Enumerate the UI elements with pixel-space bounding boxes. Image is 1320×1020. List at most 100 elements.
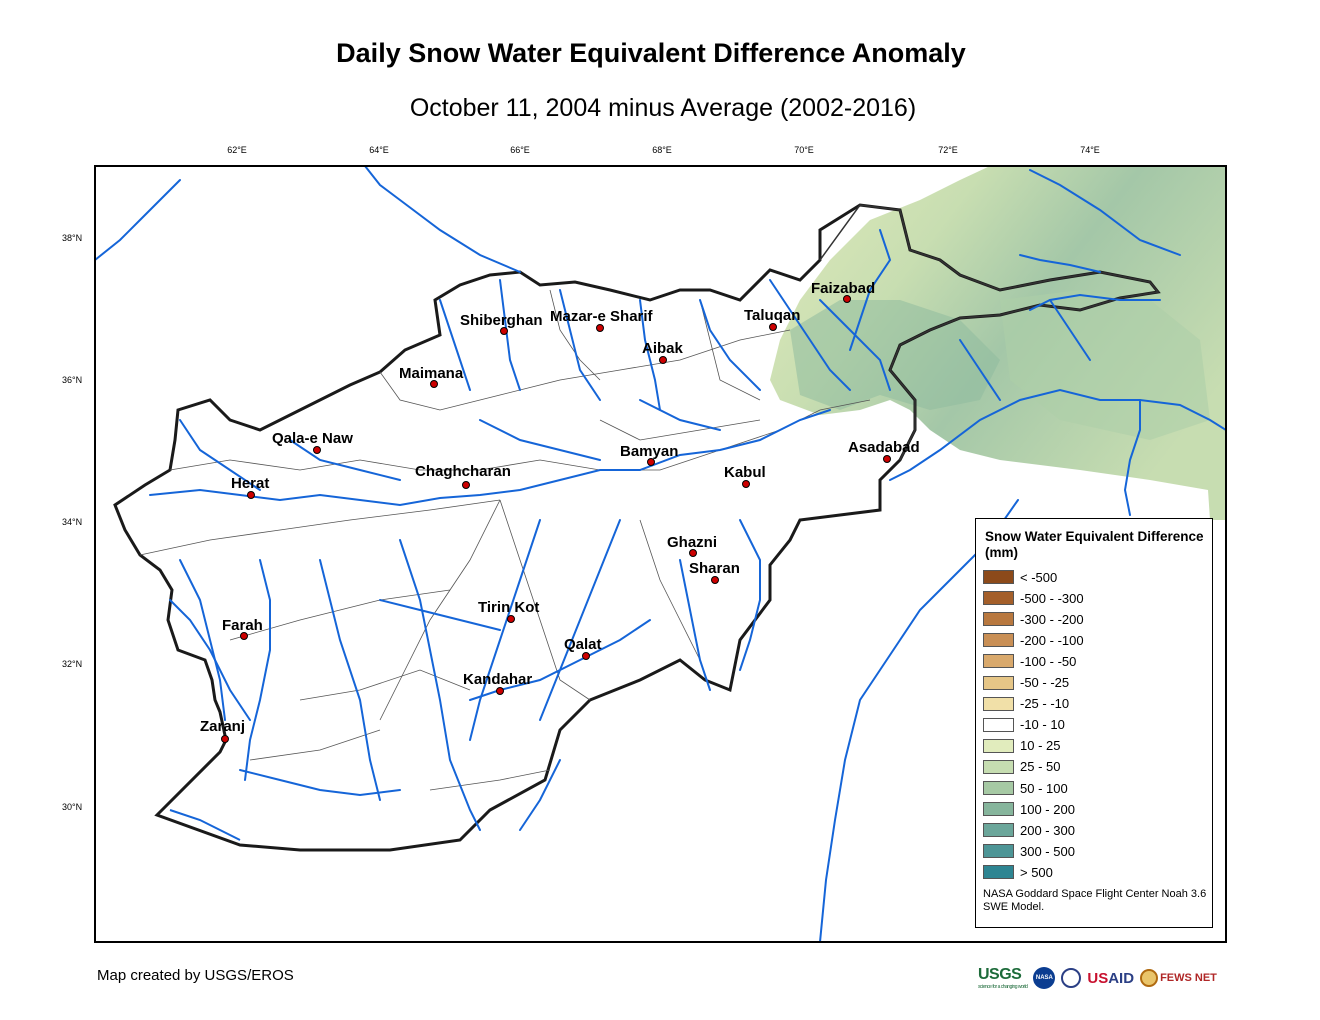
city-shiberghan: Shiberghan bbox=[460, 312, 543, 335]
legend-swatch bbox=[983, 802, 1014, 817]
legend-swatch bbox=[983, 654, 1014, 669]
legend-item: < -500 bbox=[983, 569, 1057, 585]
svg-text:Qalat: Qalat bbox=[564, 636, 602, 653]
city-markers: Faizabad Taluqan Shiberghan Mazar-e Shar… bbox=[200, 280, 920, 743]
country-boundary-ne bbox=[819, 204, 1160, 461]
lat-tick-label: 30°N bbox=[62, 802, 83, 812]
legend-item: 25 - 50 bbox=[983, 759, 1060, 775]
usaid-logo: USAID bbox=[1087, 969, 1135, 987]
map-credit: Map created by USGS/EROS bbox=[97, 967, 294, 984]
legend-label: -200 - -100 bbox=[1020, 632, 1084, 648]
partner-logos: USGS science for a changing world NASA U… bbox=[978, 963, 1228, 993]
legend-swatch bbox=[983, 570, 1014, 584]
city-farah: Farah bbox=[222, 617, 263, 640]
legend-label: 10 - 25 bbox=[1020, 738, 1061, 754]
usgs-logo: USGS science for a changing world bbox=[978, 966, 1028, 990]
lon-tick-label: 72°E bbox=[938, 145, 958, 155]
svg-text:Herat: Herat bbox=[231, 475, 269, 492]
legend-label: 100 - 200 bbox=[1020, 801, 1075, 817]
svg-text:Zaranj: Zaranj bbox=[200, 718, 245, 735]
svg-text:Ghazni: Ghazni bbox=[667, 534, 717, 551]
legend-swatch bbox=[983, 717, 1014, 732]
city-qalat: Qalat bbox=[564, 636, 602, 660]
legend-swatch bbox=[983, 823, 1014, 838]
city-qala-e-naw: Qala-e Naw bbox=[272, 430, 353, 454]
legend-item: -50 - -25 bbox=[983, 675, 1069, 691]
legend-label: -300 - -200 bbox=[1020, 611, 1084, 627]
legend-source: NASA Goddard Space Flight Center Noah 3.… bbox=[983, 888, 1207, 913]
city-kandahar: Kandahar bbox=[463, 671, 532, 695]
city-taluqan: Taluqan bbox=[744, 307, 800, 331]
lat-tick-label: 32°N bbox=[62, 659, 83, 669]
legend-swatch bbox=[983, 633, 1014, 648]
legend-label: 300 - 500 bbox=[1020, 843, 1075, 859]
legend-swatch bbox=[983, 675, 1014, 690]
nasa-logo: NASA bbox=[1033, 967, 1056, 989]
svg-text:Shiberghan: Shiberghan bbox=[460, 312, 543, 329]
legend-item: 200 - 300 bbox=[983, 822, 1075, 838]
legend-title: Snow Water Equivalent Difference (mm) bbox=[985, 529, 1204, 560]
svg-text:Kandahar: Kandahar bbox=[463, 671, 532, 688]
svg-text:Taluqan: Taluqan bbox=[744, 307, 800, 324]
legend-swatch bbox=[983, 738, 1014, 753]
legend-label: 200 - 300 bbox=[1020, 822, 1075, 838]
lat-tick-label: 38°N bbox=[62, 233, 83, 243]
map-frame bbox=[94, 165, 1227, 943]
lat-tick-label: 36°N bbox=[62, 375, 83, 385]
city-kabul: Kabul bbox=[724, 464, 766, 488]
city-ghazni: Ghazni bbox=[667, 534, 717, 557]
legend-label: -500 - -300 bbox=[1020, 590, 1084, 606]
legend-label: -10 - 10 bbox=[1020, 717, 1065, 733]
lon-tick-label: 68°E bbox=[652, 145, 672, 155]
svg-text:Asadabad: Asadabad bbox=[848, 439, 920, 456]
legend-swatch bbox=[983, 865, 1014, 880]
legend-item: 10 - 25 bbox=[983, 738, 1060, 754]
city-faizabad: Faizabad bbox=[811, 280, 875, 303]
lon-tick-label: 62°E bbox=[227, 145, 247, 155]
city-herat: Herat bbox=[231, 475, 269, 499]
legend-swatch bbox=[983, 759, 1014, 774]
map-subtitle: October 11, 2004 minus Average (2002-201… bbox=[409, 94, 917, 122]
river-south bbox=[169, 809, 241, 841]
legend-item: -500 - -300 bbox=[983, 590, 1084, 606]
legend-label: -25 - -10 bbox=[1020, 696, 1070, 712]
svg-text:Kabul: Kabul bbox=[724, 464, 766, 481]
lon-tick-label: 70°E bbox=[794, 145, 814, 155]
country-boundary bbox=[113, 203, 1161, 852]
city-chaghcharan: Chaghcharan bbox=[415, 463, 511, 489]
city-tirin-kot: Tirin Kot bbox=[478, 599, 539, 623]
legend-swatch bbox=[983, 844, 1014, 859]
usaid-seal-icon bbox=[1061, 968, 1082, 988]
legend-label: -50 - -25 bbox=[1020, 675, 1070, 690]
city-bamyan: Bamyan bbox=[620, 443, 678, 466]
city-mazar-e-sharif: Mazar-e Sharif bbox=[550, 308, 654, 332]
legend-item: 300 - 500 bbox=[983, 843, 1075, 859]
legend-item: -10 - 10 bbox=[983, 717, 1065, 733]
legend-item: -200 - -100 bbox=[983, 632, 1084, 648]
city-zaranj: Zaranj bbox=[200, 718, 245, 743]
city-maimana: Maimana bbox=[399, 365, 464, 388]
svg-text:Maimana: Maimana bbox=[399, 365, 464, 382]
svg-text:Bamyan: Bamyan bbox=[620, 443, 678, 460]
legend-item: -25 - -10 bbox=[983, 696, 1069, 712]
legend-swatch bbox=[983, 781, 1014, 795]
legend-item: 50 - 100 bbox=[983, 780, 1068, 796]
legend-item: -100 - -50 bbox=[983, 653, 1076, 669]
legend-label: > 500 bbox=[1020, 864, 1053, 880]
svg-text:Mazar-e Sharif: Mazar-e Sharif bbox=[550, 308, 654, 325]
legend-item: 100 - 200 bbox=[983, 801, 1075, 817]
fews-seal-icon bbox=[1140, 969, 1159, 987]
lat-tick-label: 34°N bbox=[62, 517, 83, 527]
legend-swatch bbox=[983, 591, 1014, 606]
city-asadabad: Asadabad bbox=[848, 439, 920, 463]
lon-tick-label: 74°E bbox=[1080, 145, 1100, 155]
legend-swatch bbox=[983, 612, 1014, 627]
svg-text:Farah: Farah bbox=[222, 617, 263, 634]
city-aibak: Aibak bbox=[642, 340, 684, 364]
svg-text:Tirin Kot: Tirin Kot bbox=[478, 599, 539, 616]
lon-tick-label: 66°E bbox=[510, 145, 530, 155]
fews-net-logo: FEWS NET bbox=[1140, 969, 1217, 987]
svg-text:Sharan: Sharan bbox=[689, 560, 740, 577]
legend-label: 25 - 50 bbox=[1020, 759, 1061, 775]
